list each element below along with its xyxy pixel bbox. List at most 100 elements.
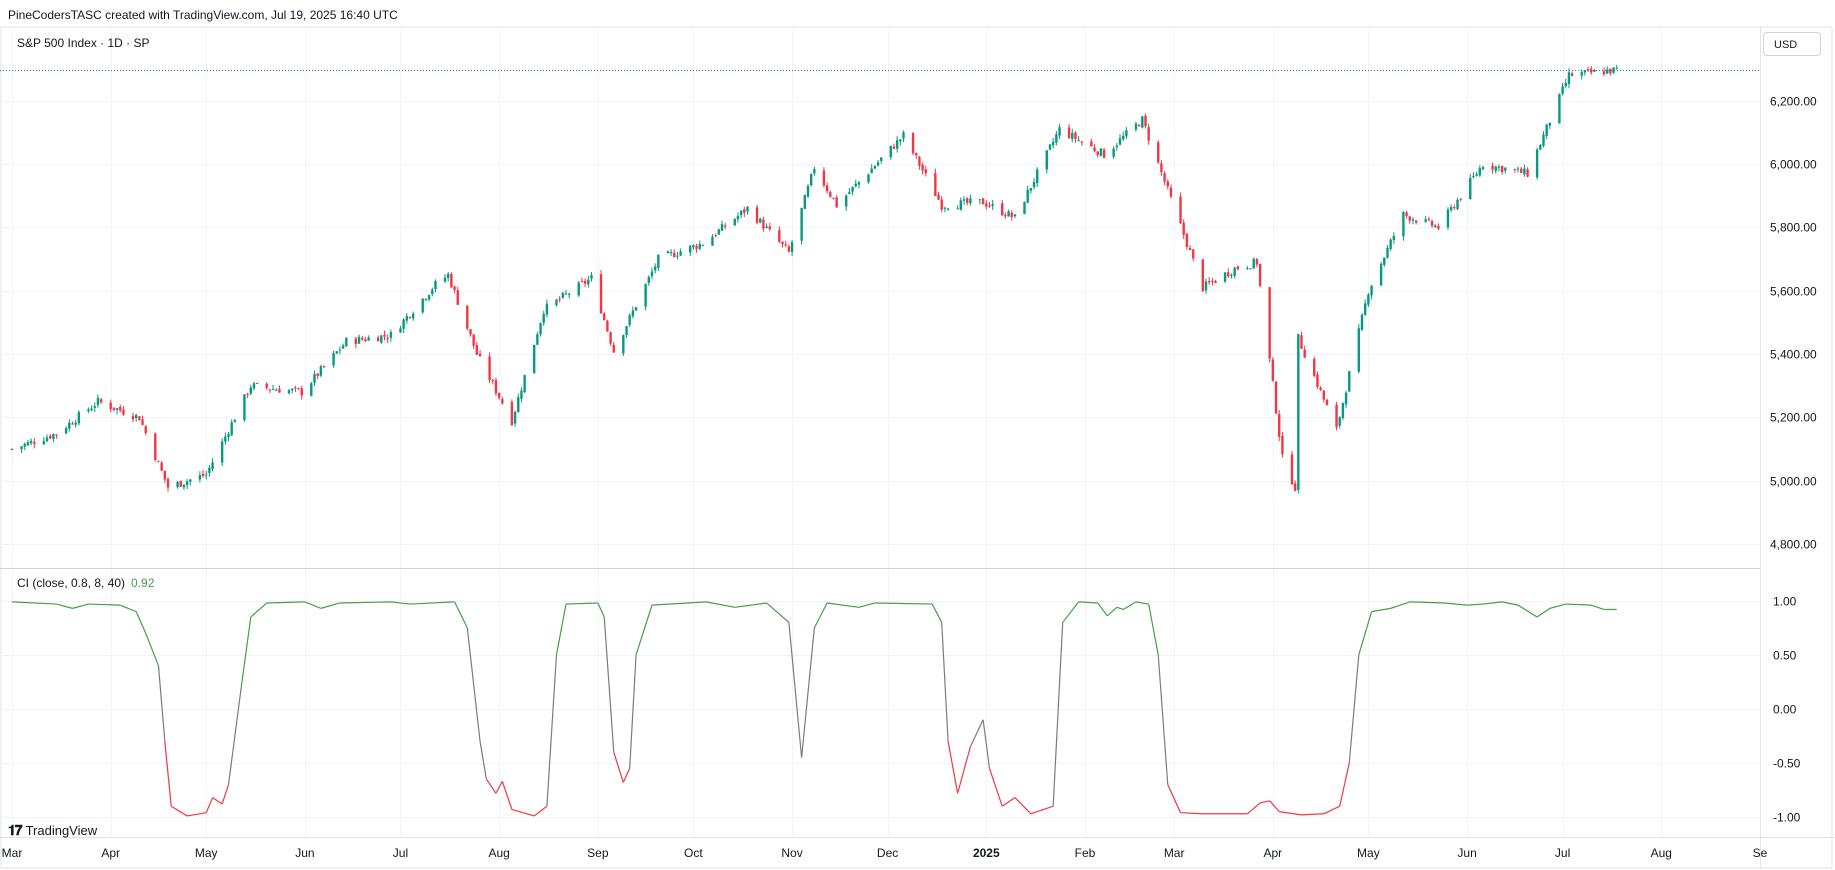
indicator-tick-label: 1.00 (1773, 595, 1797, 609)
candle-body (1386, 247, 1389, 258)
candle-body (361, 337, 364, 340)
candle-body (1545, 124, 1548, 136)
price-tick-label: 5,000.00 (1770, 475, 1817, 489)
ci-line-segment (485, 778, 497, 794)
candle-body (96, 397, 100, 405)
candle-body (109, 402, 112, 410)
candle-body (832, 197, 835, 199)
candle-body (867, 174, 870, 183)
chart-canvas[interactable]: 4,800.00 5,000.00 5,200.00 5,400.00 5,600.00… (0, 26, 1835, 870)
candle-body (915, 152, 918, 156)
ci-line-segment (145, 633, 160, 666)
tradingview-logo[interactable]: 𝟏𝟕 TradingView (8, 822, 97, 839)
candle-body (182, 484, 186, 488)
candle-body (1271, 359, 1275, 381)
candle-body (380, 335, 383, 343)
candle-body (892, 146, 896, 149)
candle-body (1236, 266, 1240, 270)
candle-body (300, 388, 303, 396)
indicator-axis[interactable]: -1.00 -0.50 0.00 0.50 1.00 (1773, 595, 1801, 825)
candle-body (52, 434, 55, 440)
ci-line-segment (1116, 606, 1124, 611)
candle-body (154, 433, 157, 461)
candle-body (1255, 259, 1259, 265)
candle-body (1363, 303, 1367, 315)
candle-body (555, 299, 558, 306)
candle-body (851, 186, 854, 192)
candle-body (978, 199, 982, 201)
time-tick-label: Jul (1555, 846, 1570, 860)
ci-line-segment (320, 602, 341, 609)
candle-body (494, 380, 498, 394)
currency-button[interactable]: USD (1763, 32, 1821, 56)
symbol-legend[interactable]: S&P 500 Index · 1D · SP (17, 36, 150, 50)
candle-body (20, 446, 23, 450)
candle-body (1437, 225, 1440, 229)
candle-body (466, 305, 469, 329)
candle-body (1214, 280, 1217, 283)
candle-body (870, 168, 873, 174)
ci-line-segment (613, 751, 624, 783)
candle-body (647, 276, 650, 283)
candle-body (1472, 175, 1475, 178)
candle-body (523, 374, 526, 393)
candle-body (71, 423, 74, 425)
candle-body (249, 387, 252, 394)
ci-line-segment (603, 616, 615, 753)
candle-body (762, 219, 765, 229)
candle-body (310, 383, 313, 396)
candle-body (1249, 268, 1252, 270)
candle-body (1558, 93, 1561, 124)
candle-body (364, 339, 367, 341)
indicator-legend[interactable]: CI (close, 0.8, 8, 40) 0.92 (17, 576, 154, 590)
candle-body (940, 199, 943, 210)
candle-body (160, 462, 163, 471)
indicator-tick-label: 0.50 (1773, 649, 1797, 663)
time-tick-label: Oct (684, 846, 703, 860)
time-tick-label: Aug (1651, 846, 1672, 860)
candle-body (1268, 287, 1271, 359)
ci-line-segment (1501, 601, 1519, 606)
time-axis[interactable]: Mar Apr May Jun Jul Aug Sep Oct Nov Dec 2025 Feb Mar… (2, 846, 1768, 860)
candle-body (711, 236, 714, 246)
ci-line-segment (1030, 805, 1054, 815)
candle-body (835, 197, 838, 208)
ci-line-segment (622, 768, 631, 783)
candle-body (478, 353, 482, 357)
candle-body (778, 230, 781, 242)
candle-body (1322, 390, 1325, 400)
time-tick-label: Feb (1075, 846, 1096, 860)
candle-body (411, 313, 415, 319)
candle-body (1605, 69, 1609, 74)
ci-line-segment (466, 627, 481, 742)
ci-line-segment (164, 741, 172, 807)
candle-body (889, 145, 892, 158)
candle-body (271, 388, 275, 390)
candle-body (383, 334, 386, 337)
candle-body (198, 475, 202, 480)
candle-body (278, 389, 281, 393)
candle-body (1427, 218, 1431, 220)
candle-body (341, 345, 345, 349)
indicator-tick-label: -0.50 (1773, 757, 1801, 771)
price-axis[interactable]: 4,800.00 5,000.00 5,200.00 5,400.00 5,600.00… (1770, 95, 1817, 552)
indicator-tick-label: 0.00 (1773, 703, 1797, 717)
candle-body (287, 390, 291, 394)
candle-body (450, 273, 453, 288)
ci-line-segment (11, 601, 57, 605)
candle-body (653, 266, 657, 271)
candle-body (803, 195, 807, 209)
candle-body (1058, 127, 1061, 136)
candle-body (1542, 134, 1545, 146)
time-tick-label: 2025 (973, 846, 1000, 860)
ci-line-segment (1565, 603, 1592, 606)
candle-body (981, 198, 985, 205)
candle-body (943, 207, 947, 209)
candle-body (1609, 68, 1612, 74)
candle-body (567, 293, 571, 295)
candle-body (1402, 212, 1405, 237)
candle-body (322, 366, 326, 368)
candle-body (335, 351, 338, 354)
ci-line-segment (479, 741, 488, 780)
candle-body (1370, 285, 1373, 296)
